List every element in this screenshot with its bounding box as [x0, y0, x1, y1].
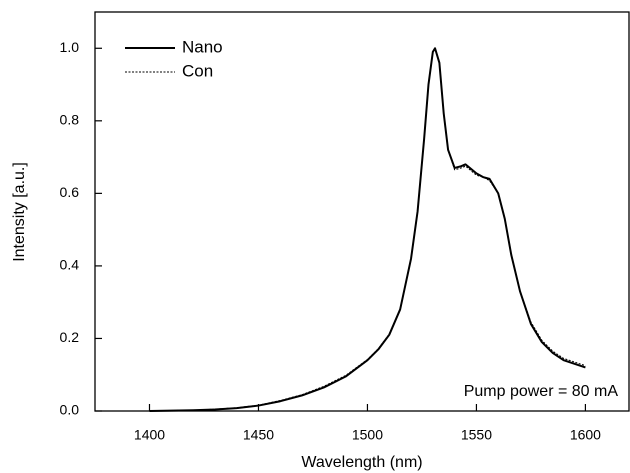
x-tick-label: 1500 [352, 427, 383, 443]
line-series [149, 47, 586, 412]
line-series [149, 47, 586, 412]
x-tick-label: 1550 [461, 427, 492, 443]
x-tick-label: 1600 [570, 427, 601, 443]
legend-label: Con [182, 61, 213, 80]
annotation: Pump power = 80 mA [464, 383, 619, 400]
plot-frame [94, 11, 630, 412]
y-tick-label: 1.0 [60, 39, 80, 55]
y-tick-label: 0.4 [60, 257, 80, 273]
y-tick-label: 0.2 [60, 329, 80, 345]
x-tick-label: 1450 [243, 427, 274, 443]
y-tick-label: 0.6 [60, 184, 80, 200]
y-axis-title: Intensity [a.u.] [11, 162, 28, 262]
x-axis-title: Wavelength (nm) [301, 454, 422, 471]
y-tick-label: 0.8 [60, 112, 80, 128]
legend-label: Nano [182, 37, 223, 56]
y-tick-label: 0.0 [60, 402, 80, 418]
x-tick-label: 1400 [134, 427, 165, 443]
